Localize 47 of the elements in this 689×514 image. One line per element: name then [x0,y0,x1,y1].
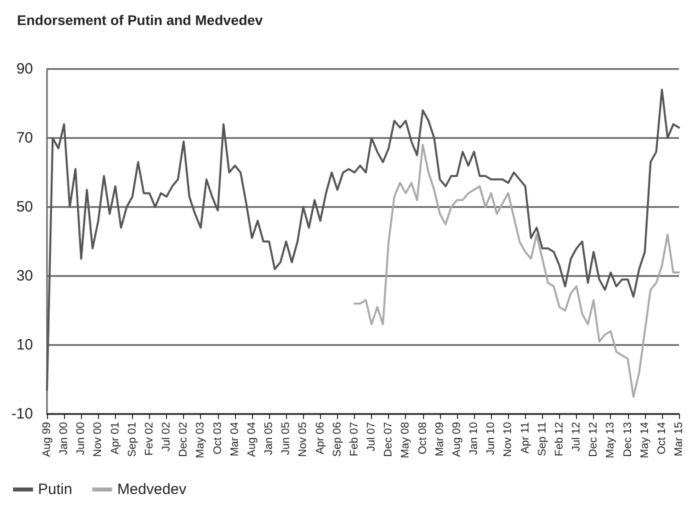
x-tick-label: May 08 [400,422,412,458]
x-tick-label: Mar 09 [434,422,446,456]
legend-label: Putin [38,481,72,498]
x-tick-label: Jan 10 [468,422,480,456]
x-tick-label: Oct 08 [416,422,429,454]
x-tick-label: Jan 05 [263,422,276,456]
y-tick-label: 10 [16,336,33,354]
x-tick-label: Aug 99 [41,422,53,457]
chart-title: Endorsement of Putin and Medvedev [17,12,264,28]
x-tick-label: Apr 06 [314,422,326,454]
y-tick-label: -10 [11,406,33,422]
x-tick-label: Sep 11 [536,422,548,456]
x-tick-label: Feb 12 [553,422,566,456]
x-tick-label: Dec 07 [382,422,395,457]
x-tick-label: Jun 05 [280,422,292,456]
x-tick-label: Nov 10 [502,422,514,457]
x-tick-label: Jun 00 [75,422,88,456]
x-tick-label: Apr 01 [109,422,122,454]
x-tick-label: Dec 13 [622,422,634,457]
x-tick-label: Jan 00 [58,422,70,456]
x-tick-label: Aug 09 [450,422,463,457]
x-tick-label: Dec 12 [588,422,600,457]
x-tick-label: May 03 [194,422,207,458]
x-tick-label: Jul 02 [160,422,173,452]
x-tick-label: Nov 00 [92,422,104,457]
x-tick-label: Jul 12 [570,422,583,452]
x-tick-label: Mar 15 [673,422,685,456]
y-tick-label: 50 [16,198,33,216]
y-tick-label: 90 [16,60,33,78]
x-tick-label: Mar 04 [228,422,241,456]
x-tick-label: Oct 14 [656,422,668,454]
x-tick-label: Oct 03 [212,422,224,454]
x-tick-label: Aug 04 [246,422,258,457]
x-tick-label: Sep 01 [126,422,138,457]
x-tick-label: Nov 05 [297,422,310,457]
legend-label: Medvedev [117,481,187,498]
x-tick-label: May 13 [604,422,617,458]
x-tick-label: Dec 02 [178,422,190,457]
x-tick-label: Feb 07 [348,422,360,456]
y-tick-label: 70 [16,130,33,146]
x-tick-label: Sep 06 [331,422,344,457]
x-tick-label: Jun 10 [485,422,498,456]
x-tick-label: Fev 02 [143,422,156,456]
x-tick-label: May 14 [638,422,651,458]
x-tick-label: Apr 11 [519,422,532,454]
x-tick-label: Jul 07 [366,422,378,452]
y-tick-label: 30 [16,268,33,284]
